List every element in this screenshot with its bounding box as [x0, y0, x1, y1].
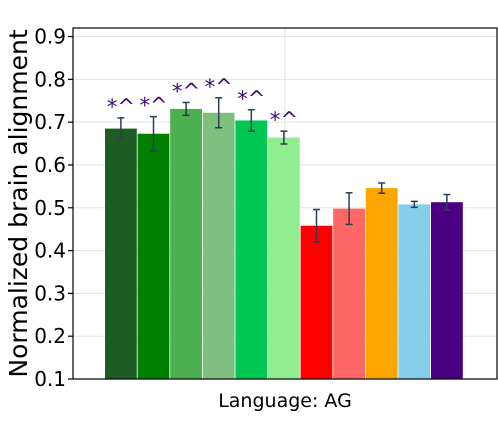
bar-2 [137, 133, 170, 379]
y-tick-label: 0.4 [34, 239, 66, 263]
error-bar-3 [182, 101, 190, 117]
error-bar-1 [117, 117, 125, 141]
error-bar-11 [443, 193, 451, 211]
error-bar-2 [150, 115, 157, 152]
bar-11 [431, 202, 463, 379]
y-tick-label: 0.7 [34, 110, 66, 134]
y-tick-label: 0.9 [34, 25, 66, 49]
error-bar-7 [313, 208, 320, 243]
bar-8 [333, 208, 365, 379]
y-tick-label: 0.1 [34, 367, 66, 391]
error-bar-5 [247, 109, 255, 132]
significance-label: *^ [172, 79, 200, 103]
y-tick-label: 0.6 [34, 153, 66, 177]
y-tick-label: 0.8 [34, 67, 66, 91]
y-axis-ticks: 0.1 0.2 0.3 0.4 0.5 0.6 0.7 0.8 0.9 [34, 25, 73, 391]
y-tick-label: 0.3 [34, 281, 66, 305]
bar-1 [105, 128, 137, 379]
bar-6 [268, 137, 300, 379]
error-bar-10 [410, 200, 418, 209]
error-bar-4 [215, 97, 223, 129]
bar-3 [170, 108, 202, 380]
significance-label: *^ [205, 75, 233, 99]
significance-label: *^ [139, 94, 167, 118]
y-tick-label: 0.2 [34, 324, 66, 348]
bar-5 [235, 120, 268, 380]
bar-7 [300, 225, 333, 379]
bar-10 [398, 204, 431, 379]
error-bars-group [117, 97, 451, 243]
significance-annotations: *^ *^*^ *^ *^*^ [107, 75, 298, 132]
plot-frame [72, 27, 498, 380]
bar-4 [202, 112, 235, 379]
y-tick-label: 0.5 [34, 196, 66, 220]
significance-label: *^ [107, 95, 135, 119]
bar-9 [365, 188, 398, 379]
x-axis-title: Language: AG [218, 390, 352, 412]
significance-label: *^ [237, 87, 265, 111]
significance-label: *^ [270, 108, 298, 132]
error-bar-9 [378, 182, 386, 194]
error-bar-6 [280, 130, 288, 145]
error-bar-8 [345, 192, 353, 226]
y-axis-title: Normalized brain alignment [4, 29, 33, 377]
bars-group [105, 108, 463, 380]
